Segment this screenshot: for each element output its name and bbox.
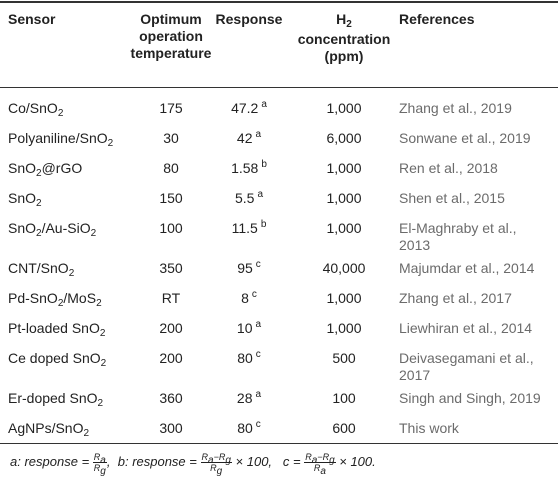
response-cell: 10 a xyxy=(236,319,262,337)
fraction-a: Ra Rg xyxy=(92,452,107,477)
temperature-cell: 30 xyxy=(163,130,179,146)
temperature-cell: 350 xyxy=(159,260,183,276)
concentration-cell: 1,000 xyxy=(326,220,362,236)
footnote-marker: c xyxy=(255,259,261,270)
temperature-cell: 200 xyxy=(159,350,183,366)
response-cell: 95 c xyxy=(237,259,261,277)
sensor-cell: Pt-loaded SnO2 xyxy=(8,320,106,339)
response-cell: 80 c xyxy=(237,349,261,367)
table-row: Polyaniline/SnO2 30 42 a 6,000 Sonwane et al.… xyxy=(0,122,558,152)
reference-cell: Ren et al., 2018 xyxy=(399,160,498,176)
sensor-cell: SnO2 xyxy=(8,190,42,209)
reference-cell: Zhang et al., 2019 xyxy=(399,100,512,116)
table-row: SnO2/Au-SiO2 100 11.5 b 1,000 El-Maghraby et … xyxy=(0,212,558,254)
header-temp-line3: temperature xyxy=(130,45,212,61)
temperature-cell: 100 xyxy=(159,220,183,236)
reference-cell: El-Maghraby et al., 2013 xyxy=(399,220,517,253)
fraction-c: Ra−Rg Ra xyxy=(304,452,336,477)
reference-cell: Liewhiran et al., 2014 xyxy=(399,320,533,336)
reference-cell: Sonwane et al., 2019 xyxy=(399,130,531,146)
sensor-cell: SnO2@rGO xyxy=(8,160,83,179)
temperature-cell: 360 xyxy=(159,390,183,406)
concentration-cell: 40,000 xyxy=(322,260,366,276)
temperature-cell: RT xyxy=(161,290,181,306)
table-row: Pt-loaded SnO2 200 10 a 1,000 Liewhiran et al… xyxy=(0,312,558,342)
header-temp-line2: operation xyxy=(139,28,203,44)
concentration-cell: 1,000 xyxy=(326,100,362,116)
temperature-cell: 80 xyxy=(163,160,179,176)
header-conc-line3: (ppm) xyxy=(324,48,364,64)
header-conc-line2: concentration xyxy=(297,31,391,47)
temperature-cell: 300 xyxy=(159,420,183,436)
table-row: Co/SnO2 175 47.2 a 1,000 Zhang et al., 2019 xyxy=(0,92,558,122)
footnote-marker: b xyxy=(260,219,267,230)
header-references: References xyxy=(399,11,475,27)
concentration-cell: 1,000 xyxy=(326,160,362,176)
table-row: SnO2@rGO 80 1.58 b 1,000 Ren et al., 2018 xyxy=(0,152,558,182)
response-cell: 28 a xyxy=(236,389,262,407)
reference-cell: Shen et al., 2015 xyxy=(399,190,505,206)
table-row: CNT/SnO2 350 95 c 40,000 Majumdar et al., 201… xyxy=(0,252,558,282)
footnote-marker: a xyxy=(261,99,267,110)
sensor-cell: Ce doped SnO2 xyxy=(8,350,107,369)
sensor-cell: Polyaniline/SnO2 xyxy=(8,130,114,149)
header-rule xyxy=(0,87,558,88)
table-row: Ce doped SnO2 200 80 c 500 Deivasegamani et a… xyxy=(0,342,558,384)
sensor-cell: Er-doped SnO2 xyxy=(8,390,104,409)
response-cell: 42 a xyxy=(236,129,262,147)
footnote-marker: c xyxy=(251,289,257,300)
concentration-cell: 100 xyxy=(332,390,356,406)
temperature-cell: 175 xyxy=(159,100,183,116)
top-rule xyxy=(0,1,558,3)
concentration-cell: 1,000 xyxy=(326,190,362,206)
table-row: AgNPs/SnO2 300 80 c 600 This work xyxy=(0,412,558,442)
footnote-marker: b xyxy=(261,159,267,170)
response-cell: 1.58 b xyxy=(231,159,267,177)
footnote-marker: a xyxy=(257,189,264,200)
concentration-cell: 600 xyxy=(332,420,356,436)
concentration-cell: 1,000 xyxy=(326,290,362,306)
reference-cell: This work xyxy=(399,420,459,436)
response-cell: 11.5 b xyxy=(231,219,267,237)
bottom-rule xyxy=(0,443,558,444)
header-response: Response xyxy=(215,11,283,27)
reference-cell: Deivasegamani et al., 2017 xyxy=(399,350,534,383)
response-cell: 80 c xyxy=(237,419,261,437)
temperature-cell: 150 xyxy=(159,190,183,206)
table-row: Er-doped SnO2 360 28 a 100 Singh and Singh, 2… xyxy=(0,382,558,412)
header-sensor: Sensor xyxy=(8,11,56,27)
footnote-marker: a xyxy=(255,389,262,400)
reference-cell: Zhang et al., 2017 xyxy=(399,290,512,306)
footnote-marker: a xyxy=(255,319,262,330)
response-cell: 5.5 a xyxy=(234,189,264,207)
fraction-b: Ra−Rg Rg xyxy=(200,452,232,477)
sensor-cell: SnO2/Au-SiO2 xyxy=(8,220,97,239)
temperature-cell: 200 xyxy=(159,320,183,336)
table-row: SnO2 150 5.5 a 1,000 Shen et al., 2015 xyxy=(0,182,558,212)
footnote-marker: c xyxy=(255,349,261,360)
reference-cell: Singh and Singh, 2019 xyxy=(399,390,541,406)
footnote-marker: a xyxy=(255,129,262,140)
concentration-cell: 6,000 xyxy=(326,130,362,146)
concentration-cell: 500 xyxy=(332,350,356,366)
sensor-cell: CNT/SnO2 xyxy=(8,260,75,279)
footnote: a: response = Ra Rg , b: response = Ra−R… xyxy=(10,452,376,477)
reference-cell: Majumdar et al., 2014 xyxy=(399,260,535,276)
sensor-cell: AgNPs/SnO2 xyxy=(8,420,90,439)
sensor-cell: Co/SnO2 xyxy=(8,100,64,119)
header-temp-line1: Optimum xyxy=(140,11,202,27)
footnote-marker: c xyxy=(255,419,261,430)
header-conc-line1: H2 xyxy=(336,11,352,30)
sensor-cell: Pd-SnO2/MoS2 xyxy=(8,290,102,309)
concentration-cell: 1,000 xyxy=(326,320,362,336)
table-row: Pd-SnO2/MoS2 RT 8 c 1,000 Zhang et al., 2017 xyxy=(0,282,558,312)
response-cell: 47.2 a xyxy=(231,99,267,117)
